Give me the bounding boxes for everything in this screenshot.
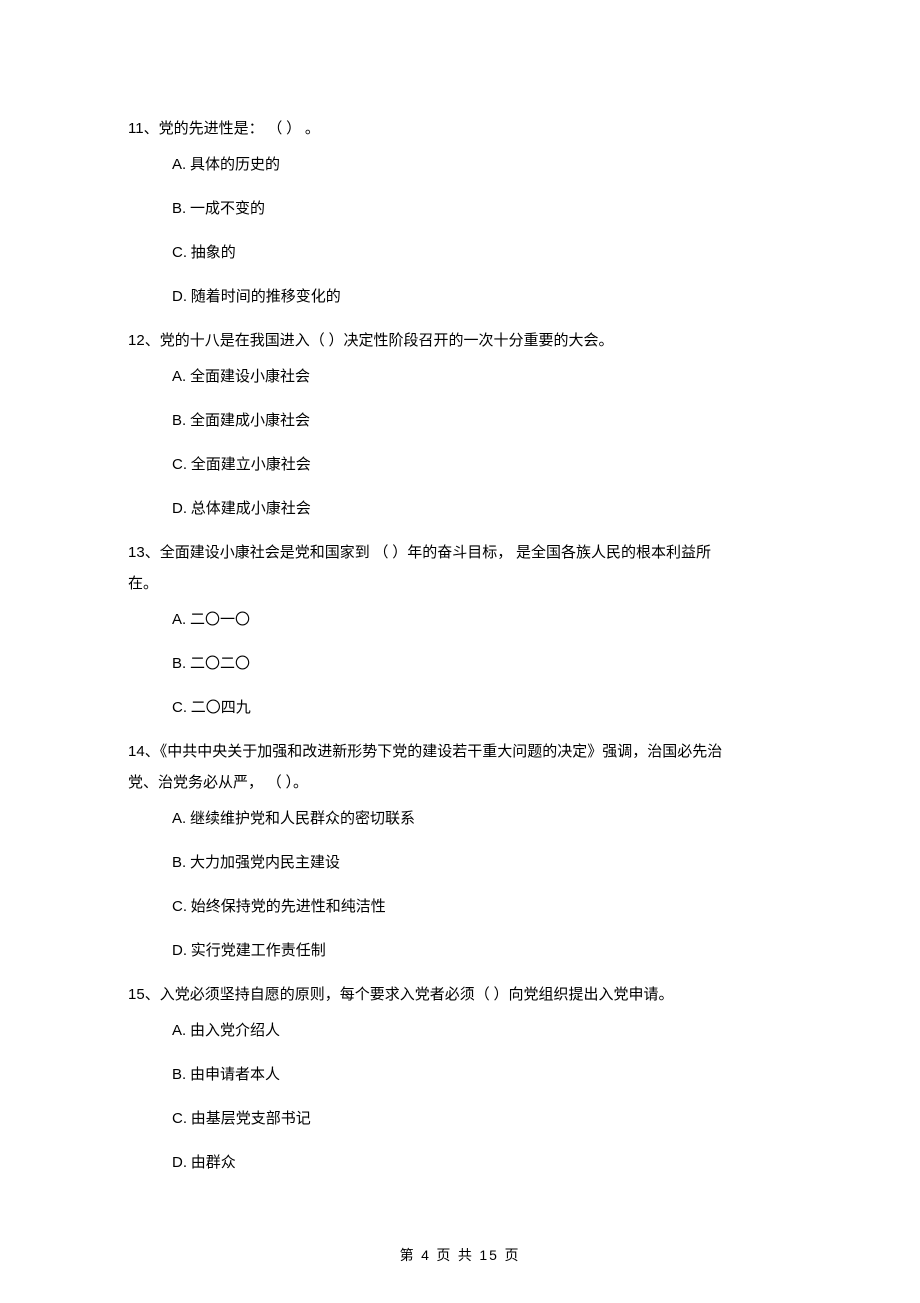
option-text: 二〇四九 [191,700,251,716]
option-text: 二〇一〇 [190,612,250,628]
option-letter: C. [172,699,187,716]
question-15-option-d: D. 由群众 [172,1152,792,1174]
option-text: 二〇二〇 [190,656,250,672]
option-letter: A. [172,368,186,385]
question-12-options: A. 全面建设小康社会 B. 全面建成小康社会 C. 全面建立小康社会 D. 总… [128,366,792,520]
question-11-option-b: B. 一成不变的 [172,198,792,220]
question-12-option-a: A. 全面建设小康社会 [172,366,792,388]
option-letter: A. [172,156,186,173]
footer-current-page: 4 [421,1247,431,1263]
option-text: 一成不变的 [190,201,265,217]
option-text: 由基层党支部书记 [191,1111,311,1127]
question-11-number: 11 [128,120,144,137]
option-letter: B. [172,854,186,871]
question-13: 13、全面建设小康社会是党和国家到 （ ）年的奋斗目标， 是全国各族人民的根本利… [128,542,792,719]
option-text: 继续维护党和人民群众的密切联系 [190,811,415,827]
option-text: 总体建成小康社会 [191,501,311,517]
question-14-option-c: C. 始终保持党的先进性和纯洁性 [172,896,792,918]
footer-mid: 页 共 [436,1249,474,1264]
question-13-stem: 13、全面建设小康社会是党和国家到 （ ）年的奋斗目标， 是全国各族人民的根本利… [128,542,792,595]
option-text: 由入党介绍人 [190,1023,280,1039]
question-14-options: A. 继续维护党和人民群众的密切联系 B. 大力加强党内民主建设 C. 始终保持… [128,808,792,962]
question-12: 12、党的十八是在我国进入（ ）决定性阶段召开的一次十分重要的大会。 A. 全面… [128,330,792,520]
option-text: 由申请者本人 [190,1067,280,1083]
option-letter: D. [172,500,187,517]
question-13-option-c: C. 二〇四九 [172,697,792,719]
question-14-stem: 14、《中共中央关于加强和改进新形势下党的建设若干重大问题的决定》强调，治国必先… [128,741,792,794]
question-13-options: A. 二〇一〇 B. 二〇二〇 C. 二〇四九 [128,609,792,719]
question-13-text-line1: 、全面建设小康社会是党和国家到 （ ）年的奋斗目标， 是全国各族人民的根本利益所 [145,545,711,561]
option-letter: D. [172,942,187,959]
option-text: 全面建设小康社会 [190,369,310,385]
question-12-option-b: B. 全面建成小康社会 [172,410,792,432]
page: 11、党的先进性是： （ ） 。 A. 具体的历史的 B. 一成不变的 C. 抽… [0,0,920,1303]
option-text: 全面建立小康社会 [191,457,311,473]
question-15-option-a: A. 由入党介绍人 [172,1020,792,1042]
question-11-option-d: D. 随着时间的推移变化的 [172,286,792,308]
option-text: 全面建成小康社会 [190,413,310,429]
question-12-number: 12 [128,332,145,349]
question-11-stem: 11、党的先进性是： （ ） 。 [128,118,792,140]
question-14-option-d: D. 实行党建工作责任制 [172,940,792,962]
option-letter: A. [172,1022,186,1039]
question-14-option-b: B. 大力加强党内民主建设 [172,852,792,874]
question-15-option-c: C. 由基层党支部书记 [172,1108,792,1130]
option-letter: C. [172,244,187,261]
question-11-option-a: A. 具体的历史的 [172,154,792,176]
footer-total-pages: 15 [479,1247,499,1263]
option-text: 实行党建工作责任制 [191,943,326,959]
option-text: 随着时间的推移变化的 [191,289,341,305]
question-15-text: 、入党必须坚持自愿的原则，每个要求入党者必须（ ）向党组织提出入党申请。 [145,987,674,1003]
option-letter: B. [172,412,186,429]
option-letter: C. [172,1110,187,1127]
question-11-option-c: C. 抽象的 [172,242,792,264]
question-15-options: A. 由入党介绍人 B. 由申请者本人 C. 由基层党支部书记 D. 由群众 [128,1020,792,1174]
question-13-number: 13 [128,544,145,561]
question-14-number: 14 [128,743,145,760]
question-12-text: 、党的十八是在我国进入（ ）决定性阶段召开的一次十分重要的大会。 [145,333,614,349]
option-text: 抽象的 [191,245,236,261]
option-letter: D. [172,288,187,305]
option-letter: A. [172,611,186,628]
option-text: 具体的历史的 [190,157,280,173]
option-letter: C. [172,898,187,915]
question-11-options: A. 具体的历史的 B. 一成不变的 C. 抽象的 D. 随着时间的推移变化的 [128,154,792,308]
question-12-stem: 12、党的十八是在我国进入（ ）决定性阶段召开的一次十分重要的大会。 [128,330,792,352]
question-13-text-line2: 在。 [128,574,792,595]
option-letter: B. [172,655,186,672]
question-11-text: 、党的先进性是： （ ） 。 [144,121,320,137]
footer-prefix: 第 [400,1249,416,1264]
question-14-option-a: A. 继续维护党和人民群众的密切联系 [172,808,792,830]
question-15: 15、入党必须坚持自愿的原则，每个要求入党者必须（ ）向党组织提出入党申请。 A… [128,984,792,1174]
question-12-option-c: C. 全面建立小康社会 [172,454,792,476]
option-text: 由群众 [191,1155,236,1171]
question-15-number: 15 [128,986,145,1003]
question-15-stem: 15、入党必须坚持自愿的原则，每个要求入党者必须（ ）向党组织提出入党申请。 [128,984,792,1006]
option-letter: D. [172,1154,187,1171]
question-14-text-line2: 党、治党务必从严， （ ）。 [128,773,792,794]
option-letter: A. [172,810,186,827]
question-14: 14、《中共中央关于加强和改进新形势下党的建设若干重大问题的决定》强调，治国必先… [128,741,792,962]
option-letter: B. [172,200,186,217]
option-text: 始终保持党的先进性和纯洁性 [191,899,386,915]
question-12-option-d: D. 总体建成小康社会 [172,498,792,520]
page-footer: 第 4 页 共 15 页 [0,1246,920,1267]
question-14-text-line1: 、《中共中央关于加强和改进新形势下党的建设若干重大问题的决定》强调，治国必先治 [145,744,723,760]
option-letter: C. [172,456,187,473]
question-13-option-a: A. 二〇一〇 [172,609,792,631]
option-text: 大力加强党内民主建设 [190,855,340,871]
option-letter: B. [172,1066,186,1083]
question-11: 11、党的先进性是： （ ） 。 A. 具体的历史的 B. 一成不变的 C. 抽… [128,118,792,308]
footer-suffix: 页 [504,1249,520,1264]
question-15-option-b: B. 由申请者本人 [172,1064,792,1086]
question-13-option-b: B. 二〇二〇 [172,653,792,675]
